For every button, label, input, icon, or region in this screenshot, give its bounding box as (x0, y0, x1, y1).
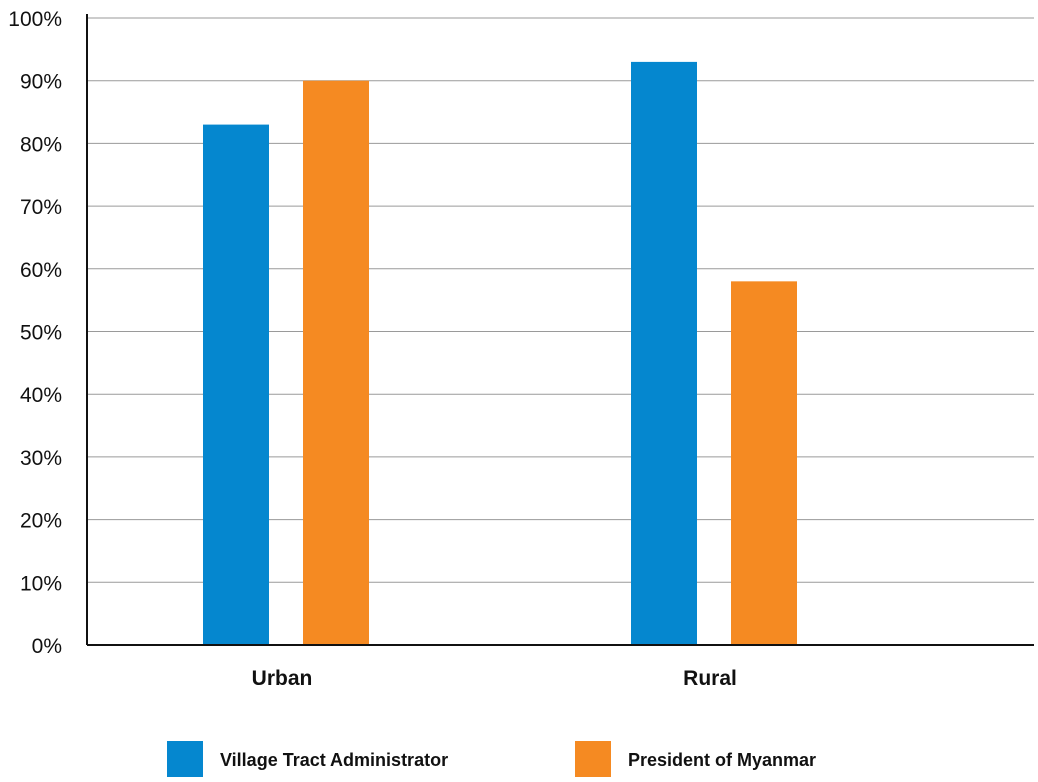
y-axis-tick-labels: 0% 10% 20% 30% 40% 50% 60% 70% 80% 90% 100% (8, 8, 62, 658)
y-tick-label: 70% (20, 196, 62, 219)
x-category-label: Urban (252, 667, 313, 690)
x-axis-category-labels: Urban Rural (252, 667, 737, 690)
x-category-label: Rural (683, 667, 737, 690)
bar-rural-series-1 (631, 61, 697, 645)
y-tick-label: 100% (8, 8, 62, 31)
legend-label: President of Myanmar (628, 750, 816, 770)
y-tick-label: 50% (20, 322, 62, 345)
legend-swatch (167, 741, 203, 777)
y-tick-label: 60% (20, 259, 62, 282)
bar-urban-series-1 (203, 124, 269, 646)
y-tick-label: 30% (20, 447, 62, 470)
axes (86, 14, 1034, 646)
bar-urban-series-2 (303, 80, 369, 645)
bar-rural-series-2 (731, 281, 797, 645)
y-tick-label: 0% (32, 635, 62, 658)
y-tick-label: 90% (20, 71, 62, 94)
y-tick-label: 20% (20, 510, 62, 533)
bars (203, 61, 797, 646)
legend-label: Village Tract Administrator (220, 750, 448, 770)
legend: Village Tract Administrator President of … (167, 741, 816, 777)
y-tick-label: 10% (20, 572, 62, 595)
legend-swatch (575, 741, 611, 777)
y-tick-label: 40% (20, 384, 62, 407)
y-tick-label: 80% (20, 133, 62, 156)
